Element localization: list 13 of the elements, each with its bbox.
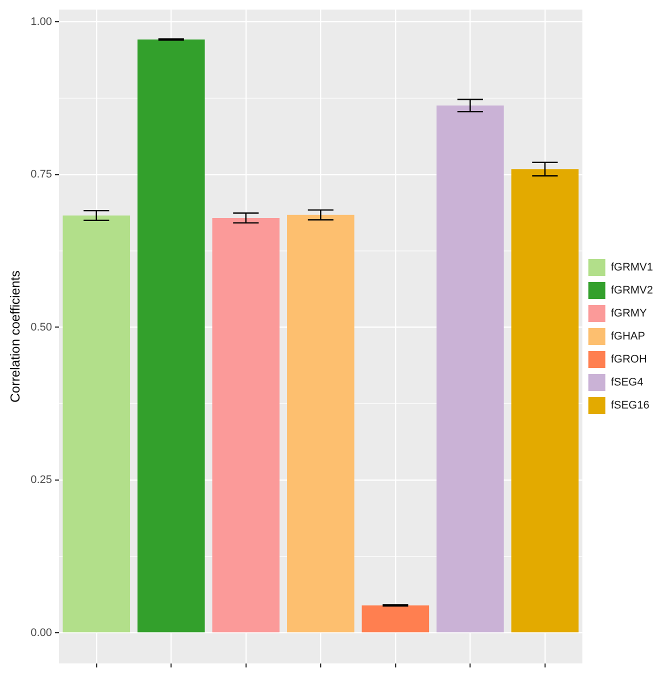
y-tick-label: 1.00	[30, 16, 52, 28]
legend-label: fGRMY	[610, 308, 648, 320]
legend-label: fSEG4	[610, 376, 644, 389]
y-tick-label: 0.00	[30, 626, 52, 639]
y-tick-label: 0.75	[30, 168, 52, 181]
legend-label: fGRMV2	[610, 284, 654, 297]
legend-label: fGHAP	[610, 330, 646, 343]
legend-label: fGRMV1	[610, 262, 654, 274]
y-axis-title: Correlation coefficients	[7, 270, 22, 402]
y-tick-label: 0.25	[30, 474, 52, 486]
legend-label: fGROH	[610, 354, 647, 366]
legend-label: fSEG16	[610, 400, 650, 412]
y-tick-label: 0.50	[30, 321, 52, 334]
